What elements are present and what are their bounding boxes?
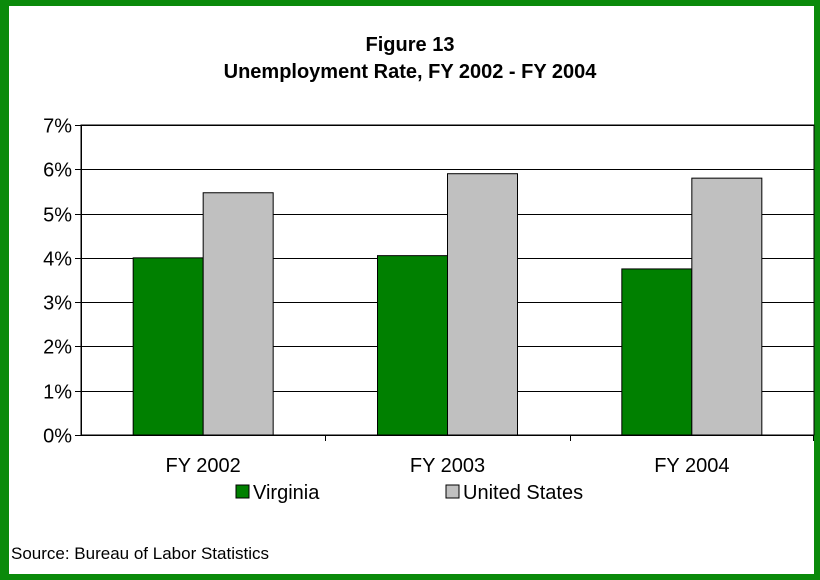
x-tick-label: FY 2004 bbox=[654, 455, 729, 477]
bar-virginia-2 bbox=[621, 268, 693, 436]
x-tick-label: FY 2002 bbox=[166, 455, 241, 477]
bar-virginia-0 bbox=[132, 257, 204, 436]
y-tick-label: 2% bbox=[43, 337, 72, 359]
legend-label-virginia: Virginia bbox=[253, 482, 320, 504]
y-tick-label: 3% bbox=[43, 293, 72, 315]
legend-swatch-united-states bbox=[445, 484, 460, 499]
bar-virginia-1 bbox=[377, 255, 448, 436]
chart-title: Figure 13 bbox=[365, 34, 455, 56]
bar-united-states-0 bbox=[202, 192, 274, 436]
legend-swatch-virginia bbox=[235, 484, 250, 499]
legend-label-united-states: United States bbox=[463, 482, 583, 504]
y-tick-label: 0% bbox=[43, 426, 72, 448]
y-tick-label: 5% bbox=[43, 205, 72, 227]
y-tick-label: 7% bbox=[43, 116, 72, 138]
source-note: Source: Bureau of Labor Statistics bbox=[11, 544, 269, 563]
chart-subtitle: Unemployment Rate, FY 2002 - FY 2004 bbox=[223, 61, 597, 83]
y-tick-label: 1% bbox=[43, 382, 72, 404]
y-tick-label: 6% bbox=[43, 160, 72, 182]
legend: Virginia United States bbox=[235, 482, 583, 504]
x-tick-label: FY 2003 bbox=[410, 455, 485, 477]
y-tick-label: 4% bbox=[43, 249, 72, 271]
bars bbox=[132, 173, 763, 436]
axes: 0% 1% 2% 3% 4% 5% 6% 7% FY 2002 FY 2003 FY 2004 bbox=[43, 116, 814, 477]
bar-united-states-2 bbox=[691, 177, 763, 436]
bar-united-states-1 bbox=[447, 173, 518, 436]
